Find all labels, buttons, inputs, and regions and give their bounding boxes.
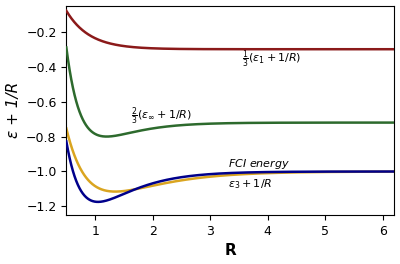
Text: $\frac{2}{3}(\varepsilon_\infty + 1/R)$: $\frac{2}{3}(\varepsilon_\infty + 1/R)$ <box>131 106 192 127</box>
Y-axis label: ε + 1/R: ε + 1/R <box>6 82 20 139</box>
X-axis label: R: R <box>224 243 236 258</box>
Text: $\varepsilon_3 + 1/R$: $\varepsilon_3 + 1/R$ <box>228 178 272 191</box>
Text: $FCI\ energy$: $FCI\ energy$ <box>228 157 290 171</box>
Text: $\frac{1}{3}(\varepsilon_1 + 1/R)$: $\frac{1}{3}(\varepsilon_1 + 1/R)$ <box>242 49 301 70</box>
